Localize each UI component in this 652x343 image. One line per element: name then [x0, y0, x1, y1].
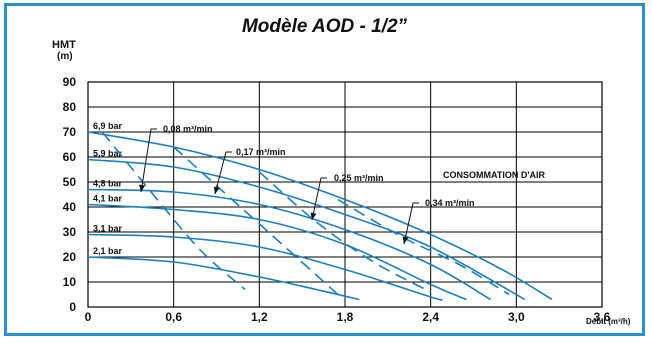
air-consumption-curve — [101, 131, 246, 291]
air-consumption-curve — [173, 146, 339, 296]
y-tick-label: 30 — [63, 225, 77, 239]
air-consumption-label: 0,25 m³/min — [334, 173, 384, 183]
air-consumption-label: 0,08 m³/min — [163, 124, 213, 134]
y-tick-label: 90 — [63, 75, 77, 89]
y-tick-label: 50 — [63, 175, 77, 189]
x-tick-label: 1,2 — [251, 310, 268, 324]
y-axis-label: HMT — [52, 39, 76, 51]
series-label: 5,9 bar — [93, 149, 123, 159]
y-tick-label: 40 — [63, 200, 77, 214]
air-consumption-curve — [337, 198, 510, 296]
series-label: 6,9 bar — [93, 121, 123, 131]
annotation-text: CONSOMMATION D'AIR — [443, 170, 545, 180]
series-label: 4,1 bar — [93, 194, 123, 204]
pressure-curve — [87, 256, 360, 301]
x-tick-label: 0,6 — [165, 310, 182, 324]
leader-line — [403, 202, 419, 245]
y-tick-label: 60 — [63, 150, 77, 164]
pressure-curve — [87, 188, 492, 301]
leader-arrowhead — [402, 236, 409, 244]
x-axis-label: Débit (m³/h) — [586, 317, 631, 326]
x-tick-label: 3,0 — [508, 310, 525, 324]
air-consumption-label: 0,17 m³/min — [236, 147, 286, 157]
y-tick-label: 70 — [63, 125, 77, 139]
leader-arrowhead — [213, 186, 220, 194]
leader-line — [140, 128, 157, 193]
series-label: 4,8 bar — [93, 179, 123, 189]
y-tick-label: 0 — [69, 300, 76, 314]
y-tick-label: 20 — [63, 250, 77, 264]
leader-arrowhead — [139, 184, 146, 192]
x-tick-label: 1,8 — [337, 310, 354, 324]
x-tick-label: 0 — [85, 310, 92, 324]
series-label: 2,1 bar — [93, 246, 123, 256]
air-consumption-label: 0,34 m³/min — [425, 198, 475, 208]
y-tick-label: 80 — [63, 100, 77, 114]
chart-title: Modèle AOD - 1/2” — [241, 16, 408, 37]
x-tick-label: 2,4 — [422, 310, 439, 324]
leader-line — [214, 151, 232, 195]
air-consumption-curve — [258, 171, 432, 293]
x-tick-label: 3,6 — [594, 310, 611, 324]
series-label: 3,1 bar — [93, 224, 123, 234]
pressure-curve — [87, 203, 467, 301]
pressure-curve — [87, 158, 526, 301]
y-axis-unit: (m) — [57, 51, 73, 62]
y-tick-label: 10 — [63, 275, 77, 289]
pressure-curve — [87, 131, 553, 301]
leader-line — [311, 177, 327, 221]
leader-arrowhead — [310, 212, 317, 220]
